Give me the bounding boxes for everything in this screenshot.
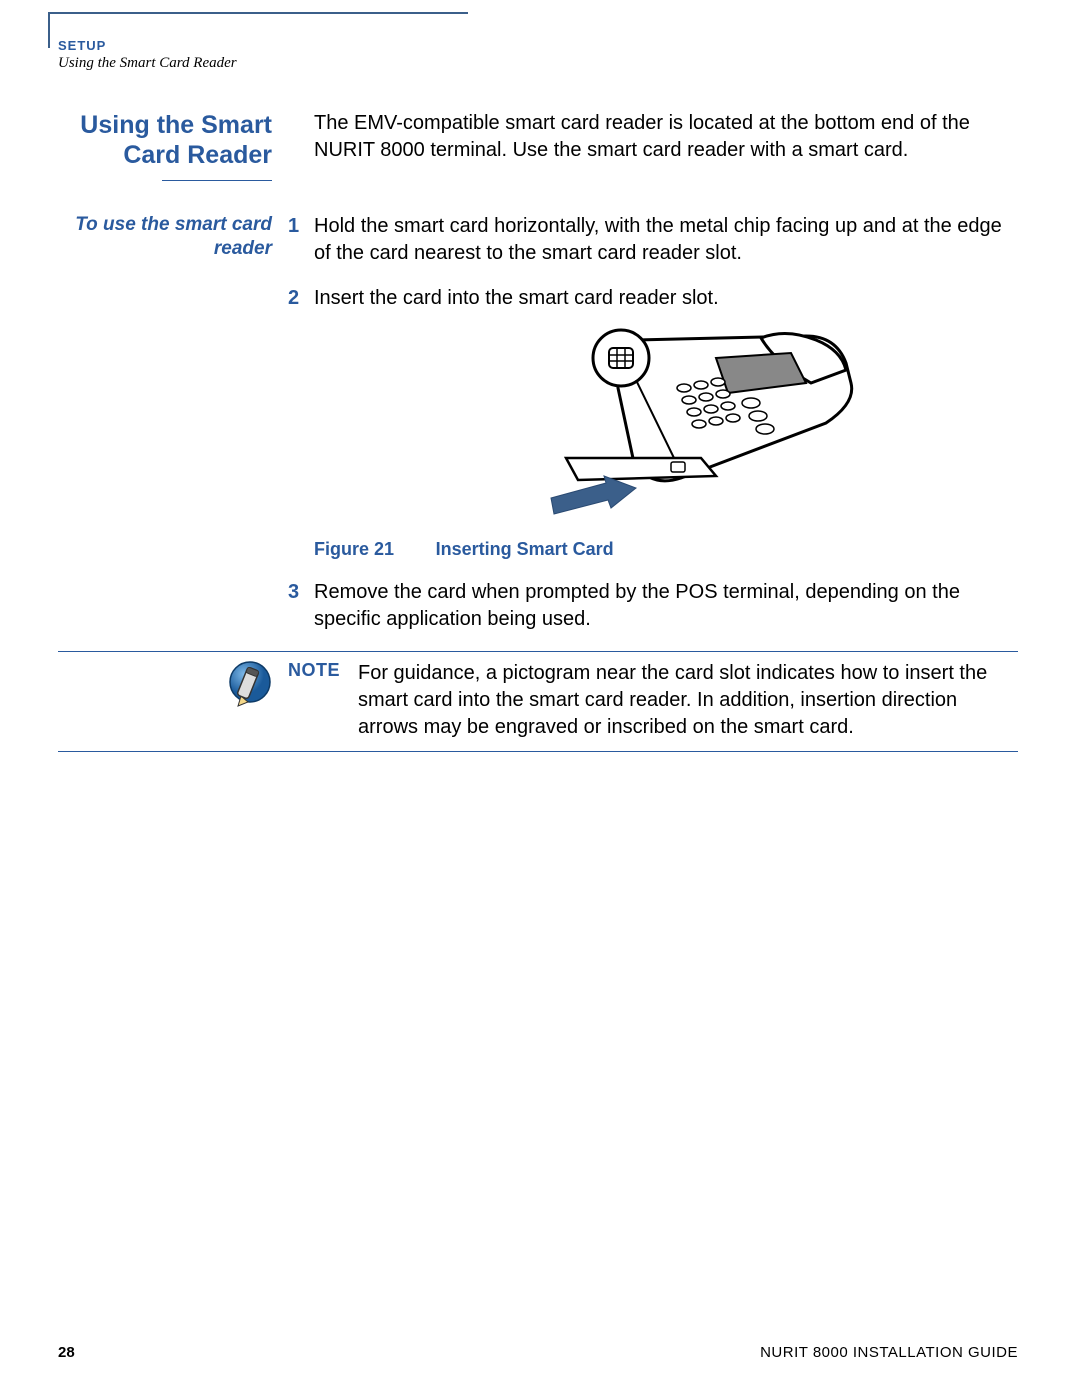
pencil-note-icon <box>228 660 272 712</box>
figure-caption: Figure 21 Inserting Smart Card <box>314 536 1018 563</box>
section-heading-l2: Card Reader <box>123 141 272 169</box>
section-heading: Using the Smart Card Reader <box>58 110 272 170</box>
section-heading-l1: Using the Smart <box>80 111 272 139</box>
step-1-row: To use the smart card reader 1 Hold the … <box>58 213 1018 267</box>
step-text: Remove the card when prompted by the POS… <box>314 579 1018 633</box>
page-content: Using the Smart Card Reader The EMV-comp… <box>58 110 1018 752</box>
step-3-row: 3 Remove the card when prompted by the P… <box>58 579 1018 633</box>
chapter-subtitle: Using the Smart Card Reader <box>58 55 237 72</box>
section-intro-row: Using the Smart Card Reader The EMV-comp… <box>58 110 1018 181</box>
footer-guide-title: NURIT 8000 INSTALLATION GUIDE <box>760 1344 1018 1361</box>
page-number: 28 <box>58 1344 75 1361</box>
figure-block: Figure 21 Inserting Smart Card <box>314 328 1018 563</box>
note-text: For guidance, a pictogram near the card … <box>358 660 1018 741</box>
section-intro-text: The EMV-compatible smart card reader is … <box>314 110 1018 164</box>
procedure-heading-l1: To use the smart card <box>75 214 272 235</box>
step-text: Hold the smart card horizontally, with t… <box>314 213 1018 267</box>
heading-rule <box>162 180 272 181</box>
figure-title: Inserting Smart Card <box>436 539 614 559</box>
procedure-heading: To use the smart card reader <box>58 213 272 261</box>
procedure-heading-l2: reader <box>214 238 272 259</box>
step-number: 2 <box>288 285 314 312</box>
step-number: 1 <box>288 213 314 240</box>
step-number: 3 <box>288 579 314 606</box>
corner-rule-h <box>48 12 468 14</box>
section-heading-col: Using the Smart Card Reader <box>58 110 288 181</box>
page-header: SETUP Using the Smart Card Reader <box>58 38 237 72</box>
figure-label: Figure 21 <box>314 539 394 559</box>
terminal-illustration <box>506 328 866 528</box>
procedure-heading-col: To use the smart card reader <box>58 213 288 261</box>
chapter-label: SETUP <box>58 38 237 53</box>
page-footer: 28 NURIT 8000 INSTALLATION GUIDE <box>58 1344 1018 1361</box>
figure-row: Figure 21 Inserting Smart Card <box>58 320 1018 571</box>
corner-rule-v <box>48 12 50 48</box>
note-icon-col <box>58 660 288 712</box>
step-text: Insert the card into the smart card read… <box>314 285 1018 312</box>
note-label: NOTE <box>288 660 358 681</box>
step-2-row: 2 Insert the card into the smart card re… <box>58 285 1018 312</box>
note-block: NOTE For guidance, a pictogram near the … <box>58 651 1018 752</box>
